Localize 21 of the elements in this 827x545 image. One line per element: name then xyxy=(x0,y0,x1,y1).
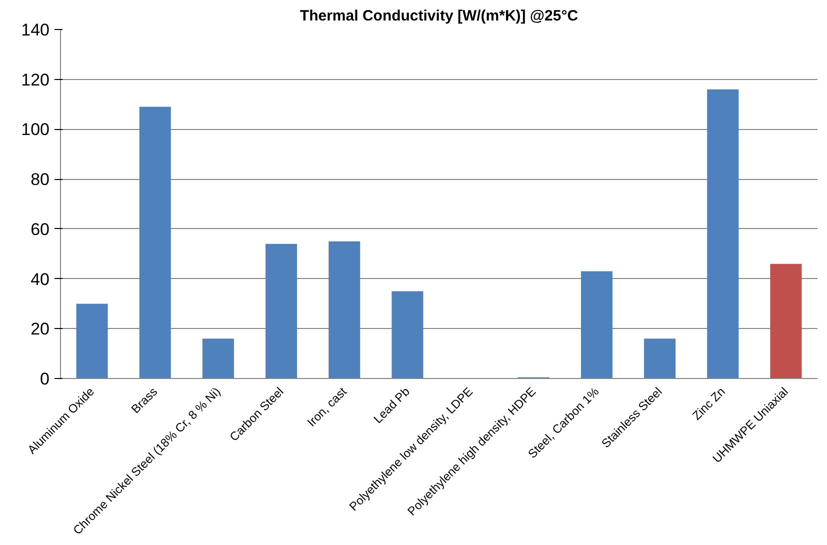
x-tick-label: Iron, cast xyxy=(304,384,350,430)
y-tick-label: 100 xyxy=(21,120,50,140)
y-tick-label: 140 xyxy=(21,20,50,40)
x-tick-label: Zinc Zn xyxy=(690,384,728,423)
bar xyxy=(707,89,739,378)
chart-title: Thermal Conductivity [W/(m*K)] @25°C xyxy=(300,8,578,24)
y-tick-label: 80 xyxy=(30,170,50,190)
bar xyxy=(202,338,234,378)
bar xyxy=(266,244,298,378)
y-tick-label: 20 xyxy=(30,320,50,339)
bar xyxy=(770,264,802,378)
y-tick-label: 40 xyxy=(30,270,50,289)
bar xyxy=(644,338,676,378)
bar xyxy=(328,241,360,378)
bar xyxy=(76,304,108,378)
bar xyxy=(139,106,171,378)
bar xyxy=(392,291,424,378)
y-tick-label: 120 xyxy=(21,70,50,90)
y-tick-label: 0 xyxy=(40,370,50,388)
bar xyxy=(580,271,612,378)
y-tick-label: 60 xyxy=(30,220,50,239)
